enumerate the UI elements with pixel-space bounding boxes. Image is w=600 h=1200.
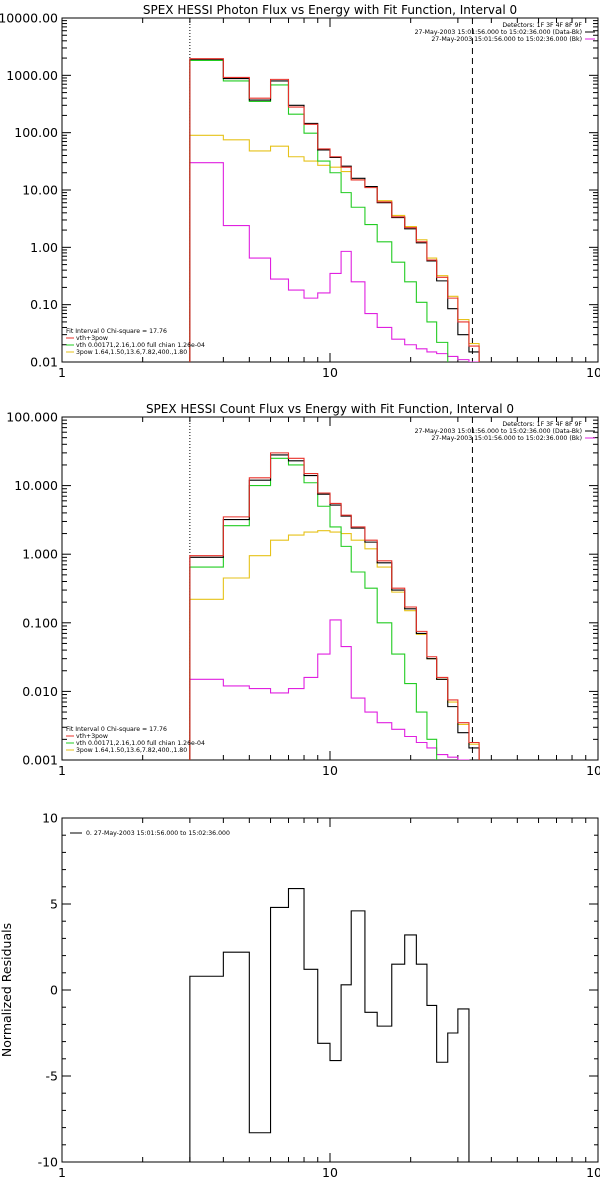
info-line: 27-May-2003 15:01:56.000 to 15:02:36.000… (415, 428, 582, 435)
plot-frame (61, 416, 599, 761)
series-vth (189, 59, 449, 362)
info-line: Detectors: 1F 3F 4F 8F 9F (502, 421, 582, 428)
legend-entry: vth 0.00171,2.16,1.00 full chian 1.26e-0… (76, 740, 205, 747)
legend-entry: vth+3pow (76, 733, 108, 740)
info-line: 27-May-2003 15:01:56.000 to 15:02:36.000… (431, 435, 582, 442)
y-tick-label: -10 (38, 1155, 58, 1170)
x-tick-label: 1 (58, 763, 66, 778)
x-tick-label: 1 (58, 365, 66, 380)
legend-entry: vth+3pow (76, 335, 108, 342)
y-tick-label: 100.00 (14, 125, 58, 140)
info-line: Detectors: 1F 3F 4F 8F 9F (502, 22, 582, 29)
y-tick-label: 10.000 (14, 478, 58, 493)
series-bk (189, 619, 470, 760)
series-3pow (189, 530, 480, 760)
y-tick-label: 1000.00 (6, 68, 58, 83)
legend-entry: 0. 27-May-2003 15:01:56.000 to 15:02:36.… (86, 830, 230, 837)
y-tick-label: 0.001 (22, 753, 58, 768)
x-tick-label: 10 (322, 1165, 338, 1180)
y-tick-label: 0.010 (22, 684, 58, 699)
series-bk (189, 162, 480, 362)
count-flux-panel: SPEX HESSI Count Flux vs Energy with Fit… (6, 402, 600, 778)
info-line: 27-May-2003 15:01:56.000 to 15:02:36.000… (431, 36, 582, 43)
x-tick-label: 10 (322, 763, 338, 778)
y-tick-label: 1.000 (22, 547, 58, 562)
series-group (189, 58, 480, 362)
y-tick-label: -5 (46, 1069, 58, 1084)
series-3pow (189, 134, 480, 362)
y-tick-label: 10 (42, 811, 58, 826)
y-axis-label: Normalized Residuals (0, 923, 14, 1057)
x-tick-label: 1 (58, 1165, 66, 1180)
residuals-panel: Normalized Residuals 1 10 100 -10 -5 0 5 10 0. 27… (0, 811, 600, 1181)
photon-flux-panel: SPEX HESSI Photon Flux vs Energy with Fi… (0, 3, 600, 380)
series-vth-3pow (189, 58, 480, 362)
series-residuals (189, 887, 470, 1162)
series-group (189, 887, 470, 1162)
y-tick-label: 10000.00 (0, 11, 58, 26)
y-tick-label: 10.00 (22, 183, 58, 198)
y-tick-label: 100.000 (6, 410, 58, 425)
series-data-bk (189, 454, 480, 760)
legend-entry: Fit Interval 0 Chi-square = 17.76 (66, 328, 167, 335)
y-tick-label: 0.100 (22, 615, 58, 630)
chart-title: SPEX HESSI Count Flux vs Energy with Fit… (146, 402, 514, 416)
info-line: 27-May-2003 15:01:56.000 to 15:02:36.000… (415, 29, 582, 36)
series-group (189, 452, 480, 760)
legend-entry: Fit Interval 0 Chi-square = 17.76 (66, 726, 167, 733)
y-tick-label: 0.01 (30, 355, 58, 370)
plot-frame (61, 17, 599, 363)
y-tick-label: 5 (50, 897, 58, 912)
series-vth-3pow (189, 452, 480, 760)
x-tick-label: 10 (322, 365, 338, 380)
plot-frame (61, 817, 599, 1163)
x-tick-label: 100 (586, 365, 600, 380)
series-data-bk (189, 58, 480, 362)
legend-entry: 3pow 1.64,1.50,13.6,7.82,400.,1.80 (76, 349, 187, 356)
y-tick-label: 0.10 (30, 297, 58, 312)
x-tick-label: 100 (586, 1165, 600, 1180)
legend-entry: vth 0.00171,2.16,1.00 full chian 1.26e-0… (76, 342, 205, 349)
y-tick-label: 0 (50, 983, 58, 998)
y-tick-label: 1.00 (30, 240, 58, 255)
chart-title: SPEX HESSI Photon Flux vs Energy with Fi… (143, 3, 517, 17)
legend-entry: 3pow 1.64,1.50,13.6,7.82,400.,1.80 (76, 747, 187, 754)
x-tick-label: 100 (586, 763, 600, 778)
